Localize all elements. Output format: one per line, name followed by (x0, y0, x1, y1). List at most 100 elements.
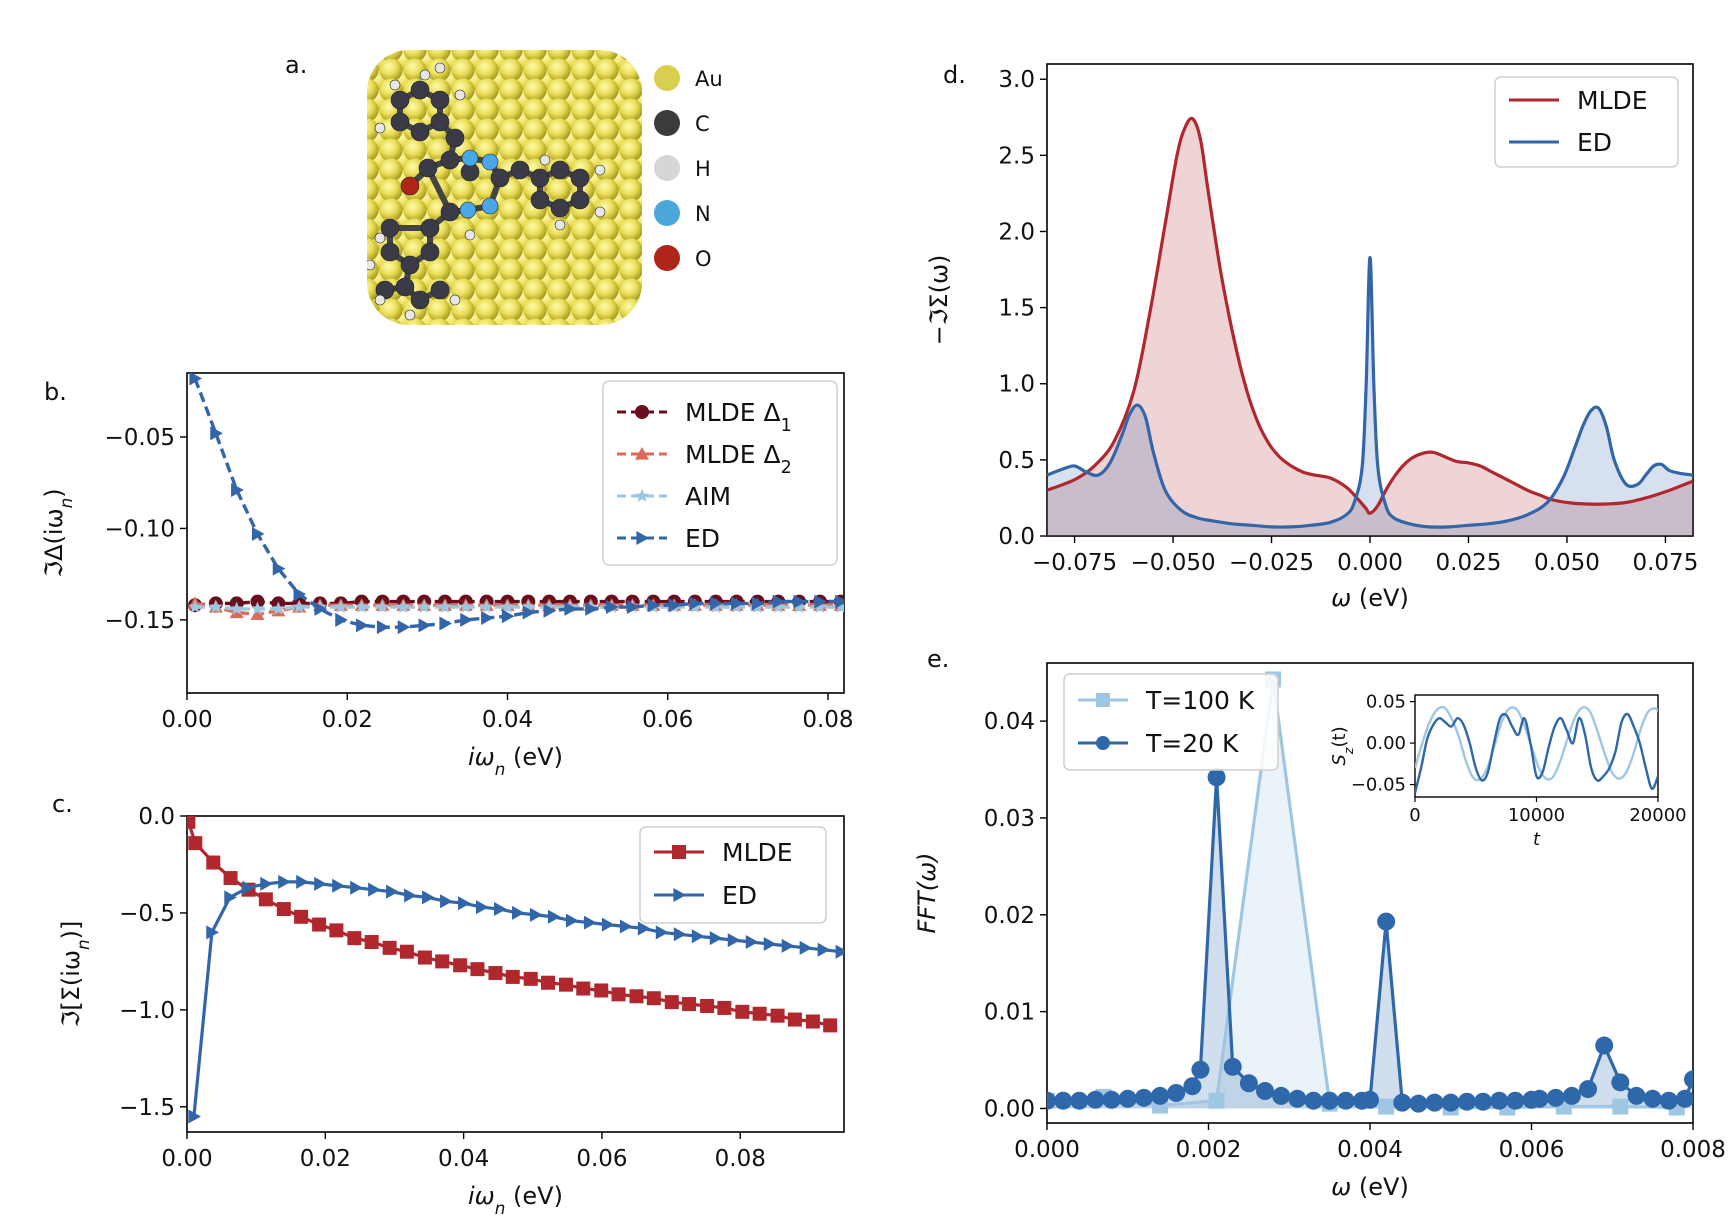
data-point (606, 600, 619, 615)
data-point (417, 950, 432, 965)
data-point (332, 878, 345, 893)
y-tick-label: −0.5 (119, 901, 175, 927)
legend-swatch-n (654, 200, 680, 226)
data-point (417, 599, 432, 613)
data-point (1425, 1093, 1444, 1112)
data-point (745, 935, 759, 950)
data-point (1223, 1057, 1242, 1076)
data-point (805, 1014, 820, 1029)
data-point (460, 612, 473, 627)
legend-swatch-o (654, 245, 680, 271)
series-line-ed (1047, 255, 1693, 529)
data-point (637, 921, 651, 936)
data-point (1336, 1091, 1355, 1110)
data-point (500, 599, 515, 613)
x-axis-label: ω (eV) (1331, 1173, 1409, 1201)
data-point (647, 598, 661, 613)
data-point (763, 936, 777, 951)
legend-label: ED (1577, 128, 1612, 157)
data-point (611, 987, 626, 1002)
data-point (376, 620, 390, 635)
data-point (585, 601, 598, 616)
data-point (458, 896, 471, 911)
data-point (793, 594, 807, 609)
y-tick-label: 0.01 (984, 1000, 1035, 1026)
legend-marker (635, 405, 649, 419)
y-tick-label: 0.0 (998, 524, 1035, 550)
data-point (333, 599, 348, 613)
legend-label-o: O (695, 247, 712, 271)
y-axis-label: FFT(ω) (913, 852, 941, 933)
data-point (382, 940, 397, 955)
data-point (1288, 1089, 1307, 1108)
data-point (700, 998, 715, 1013)
plot-area (187, 816, 844, 1124)
legend-marker (672, 845, 686, 859)
data-point (272, 561, 286, 576)
data-point (1457, 1092, 1476, 1111)
y-tick-label: 0.00 (984, 1096, 1035, 1122)
data-point (501, 609, 515, 624)
x-tick-label: 0.06 (576, 1146, 627, 1172)
inset-y-tick-label: 0.00 (1366, 733, 1406, 754)
panel-c-letter: c. (52, 790, 73, 818)
x-tick-label: 0.025 (1436, 550, 1502, 576)
data-point (224, 890, 237, 905)
data-point (250, 607, 265, 620)
inset-y-tick-label: 0.05 (1366, 692, 1406, 713)
data-point (1361, 1090, 1379, 1109)
data-point (229, 601, 244, 615)
series-area-ed (1047, 257, 1693, 536)
data-point (522, 605, 536, 620)
data-point (629, 989, 644, 1004)
data-point (1272, 1086, 1291, 1105)
data-point (278, 874, 291, 889)
y-axis-label: ℑ[Σ(iωn)] (57, 921, 93, 1028)
data-point (735, 1004, 750, 1019)
series-area (1047, 777, 1693, 1109)
y-tick-label: 0.04 (984, 709, 1035, 735)
data-point (691, 929, 705, 944)
data-point (251, 526, 265, 541)
data-point (1054, 1091, 1073, 1110)
data-point (576, 981, 591, 996)
data-point (1490, 1091, 1509, 1110)
x-axis-label: ω (eV) (1331, 584, 1409, 612)
data-point (751, 596, 765, 611)
data-point (646, 991, 661, 1006)
legend-marker (636, 531, 649, 545)
data-point (1612, 1098, 1629, 1115)
data-point (813, 599, 827, 613)
x-tick-label: 0.002 (1176, 1137, 1242, 1163)
legend-label-au: Au (695, 67, 723, 91)
data-point (453, 958, 468, 973)
data-point (350, 880, 363, 895)
legend-marker (1096, 736, 1110, 750)
data-point (1256, 1082, 1275, 1101)
legend-label: ED (722, 881, 757, 910)
data-point (1086, 1090, 1105, 1109)
data-point (1304, 1091, 1323, 1110)
data-point (1167, 1083, 1186, 1102)
data-point (814, 594, 827, 609)
data-point (682, 997, 697, 1012)
data-point (1393, 1093, 1412, 1112)
data-point (792, 599, 807, 613)
x-tick-label: 0.06 (642, 707, 693, 733)
data-point (375, 599, 390, 613)
data-point (1183, 1077, 1202, 1096)
legend-swatch-au (654, 65, 680, 91)
data-point (835, 944, 844, 959)
x-tick-label: 0.08 (715, 1146, 766, 1172)
data-point (476, 900, 489, 915)
data-point (223, 871, 238, 886)
x-tick-label: 0.02 (322, 707, 373, 733)
plot-area (1047, 671, 1693, 1116)
data-point (594, 983, 609, 998)
legend-label: MLDE (1577, 86, 1648, 115)
data-point (770, 1008, 785, 1023)
legend-swatch-c (654, 110, 680, 136)
y-tick-label: 0.5 (998, 448, 1035, 474)
data-point (208, 599, 223, 613)
